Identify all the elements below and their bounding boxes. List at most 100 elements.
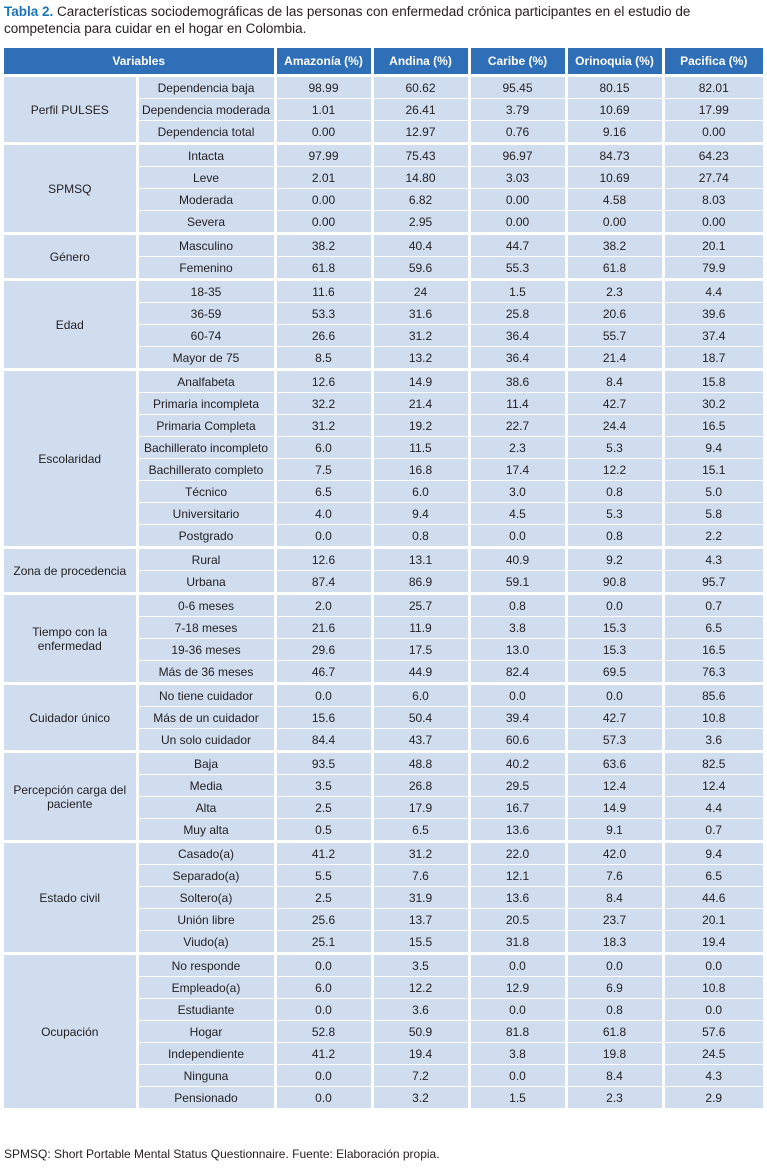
value-cell: 42.7 (564, 392, 663, 415)
row-label: Moderada (135, 188, 275, 211)
value-cell: 24.4 (564, 414, 663, 437)
row-label: Analfabeta (135, 368, 275, 393)
value-cell: 42.0 (564, 840, 663, 865)
value-cell: 0.0 (467, 998, 566, 1021)
value-cell: 55.3 (467, 256, 566, 280)
value-cell: 7.6 (564, 864, 663, 887)
value-cell: 31.2 (370, 324, 469, 347)
value-cell: 90.8 (564, 570, 663, 594)
table-row: Bachillerato completo 7.5 16.8 17.4 12.2 15.1 (4, 458, 763, 481)
table-row: Urbana 87.4 86.9 59.1 90.8 95.7 (4, 570, 763, 594)
group-label: Género (4, 232, 137, 280)
value-cell: 11.4 (467, 392, 566, 415)
row-label: Primaria incompleta (135, 392, 275, 415)
table-row: Percepción carga del paciente Baja 93.5 48.… (4, 750, 763, 842)
value-cell: 6.5 (661, 864, 763, 887)
value-cell: 20.1 (661, 908, 763, 931)
row-label: Universitario (135, 502, 275, 525)
value-cell: 5.3 (564, 436, 663, 459)
header-cell: Pacifica (%) (661, 48, 763, 76)
row-label: 18-35 (135, 278, 275, 303)
value-cell: 31.8 (467, 930, 566, 954)
header-row: Variables Amazonía (%) Andina (%) Caribe (%… (4, 48, 763, 76)
table-row: Empleado(a) 6.0 12.2 12.9 6.9 10.8 (4, 976, 763, 999)
value-cell: 11.5 (370, 436, 469, 459)
table-row: Dependencia moderada 1.01 26.41 3.79 10.69 17… (4, 98, 763, 121)
value-cell: 3.5 (273, 774, 372, 797)
row-label: Un solo cuidador (135, 728, 275, 752)
value-cell: 38.2 (273, 232, 372, 257)
value-cell: 0.8 (467, 592, 566, 617)
row-label: Empleado(a) (135, 976, 275, 999)
value-cell: 61.8 (564, 256, 663, 280)
value-cell: 80.15 (564, 74, 663, 99)
value-cell: 19.8 (564, 1042, 663, 1065)
table-row: Un solo cuidador 84.4 43.7 60.6 57.3 3.6 (4, 728, 763, 752)
group-label: Estado civil (4, 840, 137, 954)
value-cell: 0.0 (273, 952, 372, 977)
table-row: Media 3.5 26.8 29.5 12.4 12.4 (4, 774, 763, 797)
table-row: SPMSQ Intacta 97.99 75.43 96.97 84.73 64.23 (4, 142, 763, 234)
row-label: Estudiante (135, 998, 275, 1021)
value-cell: 85.6 (661, 682, 763, 707)
value-cell: 4.0 (273, 502, 372, 525)
value-cell: 37.4 (661, 324, 763, 347)
value-cell: 11.9 (370, 616, 469, 639)
table-row: Ninguna 0.0 7.2 0.0 8.4 4.3 (4, 1064, 763, 1087)
value-cell: 0.0 (467, 524, 566, 548)
value-cell: 0.00 (661, 210, 763, 234)
table-row: Estado civil Casado(a) 41.2 31.2 22.0 42.0 9.4 (4, 840, 763, 954)
value-cell: 17.5 (370, 638, 469, 661)
value-cell: 19.4 (661, 930, 763, 954)
value-cell: 10.69 (564, 98, 663, 121)
value-cell: 32.2 (273, 392, 372, 415)
table-row: Severa 0.00 2.95 0.00 0.00 0.00 (4, 210, 763, 234)
header-cell: Caribe (%) (467, 48, 566, 76)
value-cell: 17.4 (467, 458, 566, 481)
value-cell: 21.6 (273, 616, 372, 639)
value-cell: 30.2 (661, 392, 763, 415)
value-cell: 8.4 (564, 886, 663, 909)
value-cell: 57.6 (661, 1020, 763, 1043)
value-cell: 15.1 (661, 458, 763, 481)
value-cell: 25.8 (467, 302, 566, 325)
value-cell: 26.6 (273, 324, 372, 347)
table-row: Viudo(a) 25.1 15.5 31.8 18.3 19.4 (4, 930, 763, 954)
value-cell: 2.3 (564, 278, 663, 303)
row-label: Muy alta (135, 818, 275, 842)
value-cell: 1.5 (467, 1086, 566, 1108)
value-cell: 87.4 (273, 570, 372, 594)
value-cell: 10.8 (661, 976, 763, 999)
caption-label: Tabla 2. (4, 4, 54, 19)
value-cell: 17.9 (370, 796, 469, 819)
value-cell: 27.74 (661, 166, 763, 189)
group-label: Percepción carga del paciente (4, 750, 137, 842)
value-cell: 0.5 (273, 818, 372, 842)
table-row: Soltero(a) 2.5 31.9 13.6 8.4 44.6 (4, 886, 763, 909)
value-cell: 84.73 (564, 142, 663, 167)
value-cell: 0.0 (564, 592, 663, 617)
caption: Tabla 2. Características sociodemográfic… (4, 3, 764, 37)
value-cell: 6.0 (370, 682, 469, 707)
value-cell: 15.3 (564, 638, 663, 661)
table-row: Universitario 4.0 9.4 4.5 5.3 5.8 (4, 502, 763, 525)
value-cell: 60.6 (467, 728, 566, 752)
value-cell: 3.6 (370, 998, 469, 1021)
value-cell: 79.9 (661, 256, 763, 280)
value-cell: 9.4 (370, 502, 469, 525)
value-cell: 29.6 (273, 638, 372, 661)
row-label: Leve (135, 166, 275, 189)
value-cell: 98.99 (273, 74, 372, 99)
value-cell: 6.5 (661, 616, 763, 639)
value-cell: 8.5 (273, 346, 372, 370)
value-cell: 3.6 (661, 728, 763, 752)
row-label: Unión libre (135, 908, 275, 931)
row-label: Viudo(a) (135, 930, 275, 954)
footnote: SPMSQ: Short Portable Mental Status Ques… (4, 1147, 440, 1161)
value-cell: 55.7 (564, 324, 663, 347)
value-cell: 76.3 (661, 660, 763, 684)
table-row: 19-36 meses 29.6 17.5 13.0 15.3 16.5 (4, 638, 763, 661)
value-cell: 0.0 (564, 952, 663, 977)
value-cell: 5.3 (564, 502, 663, 525)
